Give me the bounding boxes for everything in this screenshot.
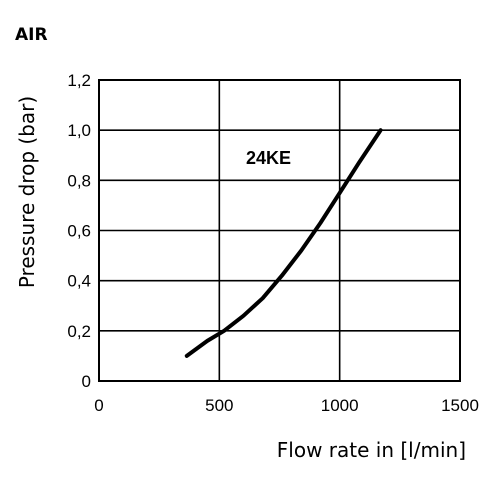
x-tick-label: 1000	[321, 396, 359, 415]
y-tick-label: 0,8	[67, 171, 91, 190]
grid	[99, 80, 460, 381]
x-tick-labels: 0 500 1000 1500	[94, 396, 479, 415]
y-tick-label: 0	[82, 372, 91, 391]
x-tick-label: 500	[205, 396, 233, 415]
x-tick-label: 0	[94, 396, 103, 415]
series-line-0	[184, 128, 383, 358]
series-lines	[184, 128, 383, 358]
series-label-24ke: 24KE	[246, 148, 291, 168]
plot-frame	[98, 79, 461, 382]
y-tick-label: 1,2	[67, 71, 91, 90]
y-axis-title: Pressure drop (bar)	[15, 96, 39, 288]
y-tick-label: 0,2	[67, 322, 91, 341]
x-axis-title: Flow rate in [l/min]	[277, 438, 466, 462]
y-tick-labels: 0 0,2 0,4 0,6 0,8 1,0 1,2	[67, 71, 91, 391]
y-tick-label: 0,4	[67, 272, 91, 291]
chart-title: AIR	[15, 25, 48, 45]
y-tick-label: 0,6	[67, 222, 91, 241]
y-tick-label: 1,0	[67, 121, 91, 140]
x-tick-label: 1500	[441, 396, 479, 415]
